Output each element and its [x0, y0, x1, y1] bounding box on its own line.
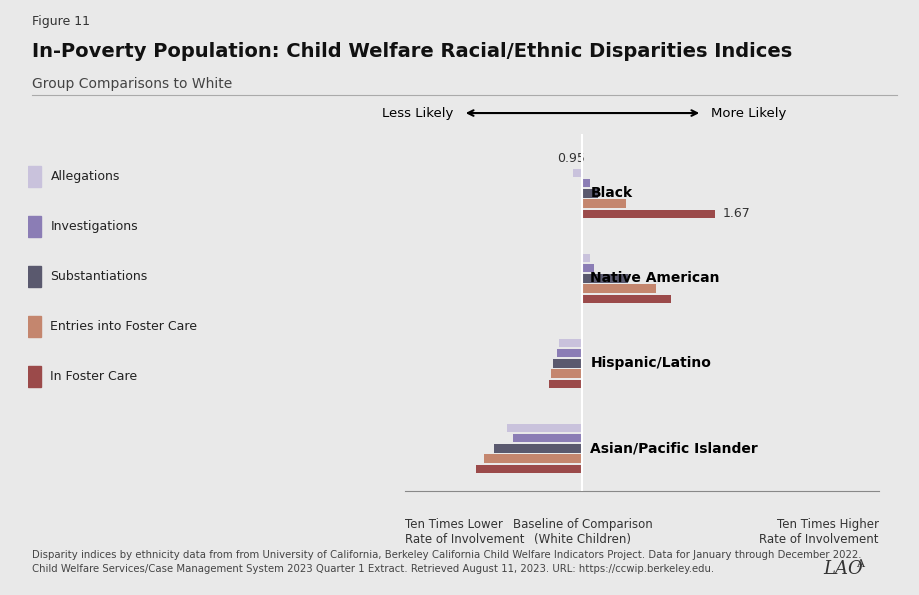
Bar: [552, 359, 582, 368]
Bar: [558, 339, 582, 347]
Text: Native American: Native American: [590, 271, 719, 286]
Bar: [483, 455, 582, 463]
FancyBboxPatch shape: [28, 166, 40, 187]
Bar: [556, 349, 582, 358]
Text: Baseline of Comparison
(White Children): Baseline of Comparison (White Children): [512, 518, 652, 546]
Bar: [549, 380, 582, 388]
Bar: [582, 253, 590, 262]
Text: Substantiations: Substantiations: [51, 270, 148, 283]
Bar: [513, 434, 582, 443]
Bar: [582, 209, 714, 218]
Text: Investigations: Investigations: [51, 220, 138, 233]
Text: 0.95: 0.95: [556, 152, 584, 165]
FancyBboxPatch shape: [28, 266, 40, 287]
Text: Hispanic/Latino: Hispanic/Latino: [590, 356, 710, 370]
Text: In Foster Care: In Foster Care: [51, 370, 138, 383]
Text: Entries into Foster Care: Entries into Foster Care: [51, 320, 198, 333]
FancyBboxPatch shape: [28, 316, 40, 337]
Text: In-Poverty Population: Child Welfare Racial/Ethnic Disparities Indices: In-Poverty Population: Child Welfare Rac…: [32, 42, 791, 61]
Bar: [572, 169, 582, 177]
Text: More Likely: More Likely: [710, 107, 786, 120]
Bar: [550, 369, 582, 378]
Bar: [507, 424, 582, 432]
Text: A: A: [855, 559, 863, 569]
FancyBboxPatch shape: [28, 216, 40, 237]
Bar: [494, 444, 582, 453]
Text: Group Comparisons to White: Group Comparisons to White: [32, 77, 233, 92]
Bar: [582, 284, 655, 293]
Text: Black: Black: [590, 186, 631, 201]
Text: LAO: LAO: [823, 560, 862, 578]
Text: 1.67: 1.67: [721, 207, 750, 220]
Bar: [582, 189, 597, 198]
Bar: [582, 264, 594, 273]
Text: Figure 11: Figure 11: [32, 15, 90, 28]
Text: Ten Times Higher
Rate of Involvement: Ten Times Higher Rate of Involvement: [758, 518, 878, 546]
Text: Child Welfare Services/Case Management System 2023 Quarter 1 Extract. Retrieved : Child Welfare Services/Case Management S…: [32, 564, 713, 574]
Text: Allegations: Allegations: [51, 170, 119, 183]
Bar: [582, 179, 590, 187]
Text: Ten Times Lower
Rate of Involvement: Ten Times Lower Rate of Involvement: [404, 518, 524, 546]
Text: Asian/Pacific Islander: Asian/Pacific Islander: [590, 441, 757, 455]
Bar: [475, 465, 582, 473]
Text: Disparity indices by ethnicity data from from University of California, Berkeley: Disparity indices by ethnicity data from…: [32, 550, 861, 560]
Text: Less Likely: Less Likely: [382, 107, 453, 120]
Bar: [582, 274, 627, 283]
Bar: [582, 295, 671, 303]
FancyBboxPatch shape: [28, 366, 40, 387]
Bar: [582, 199, 625, 208]
